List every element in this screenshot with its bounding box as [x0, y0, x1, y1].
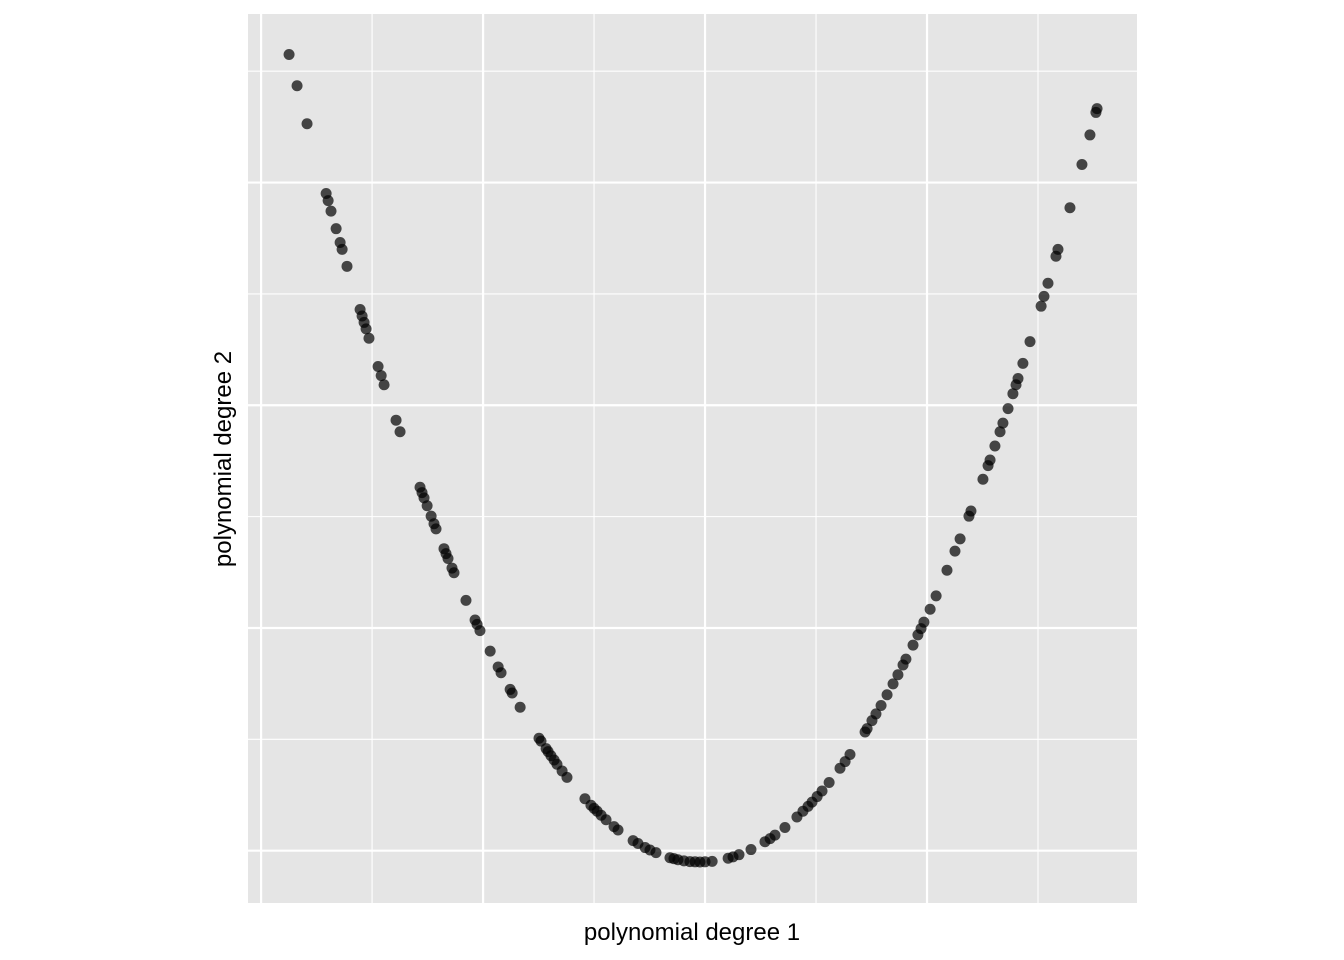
point	[949, 545, 961, 557]
point	[965, 505, 977, 517]
point	[421, 500, 433, 512]
point	[325, 205, 337, 217]
point	[360, 323, 372, 335]
plot-panel	[248, 14, 1137, 903]
point	[892, 669, 904, 681]
point	[745, 844, 757, 856]
point	[930, 590, 942, 602]
point	[984, 454, 996, 466]
point	[372, 361, 384, 373]
point	[363, 332, 375, 344]
point	[506, 687, 518, 699]
point	[375, 370, 387, 382]
point	[1007, 388, 1019, 400]
point	[495, 667, 507, 679]
point	[954, 533, 966, 545]
point	[733, 849, 745, 861]
point	[430, 523, 442, 535]
point	[870, 708, 882, 720]
point	[769, 829, 781, 841]
point	[291, 80, 303, 92]
point	[484, 645, 496, 657]
point	[1035, 300, 1047, 312]
point	[1024, 336, 1036, 348]
point	[378, 379, 390, 391]
point	[442, 552, 454, 564]
point	[977, 473, 989, 485]
point	[1091, 103, 1103, 115]
point	[1084, 129, 1096, 141]
point	[924, 603, 936, 615]
point	[561, 771, 573, 783]
point	[875, 699, 887, 711]
point	[612, 824, 624, 836]
point	[474, 625, 486, 637]
point	[336, 243, 348, 255]
point	[283, 49, 295, 61]
point	[989, 440, 1001, 452]
point	[816, 785, 828, 797]
point	[1002, 403, 1014, 415]
point	[341, 260, 353, 272]
point	[907, 639, 919, 651]
point	[448, 567, 460, 579]
point	[1017, 357, 1029, 369]
point	[1076, 159, 1088, 171]
point	[861, 723, 873, 735]
point	[997, 417, 1009, 429]
x-axis-label: polynomial degree 1	[584, 919, 800, 946]
point	[330, 223, 342, 235]
point	[1012, 373, 1024, 385]
point	[390, 414, 402, 426]
point	[460, 594, 472, 606]
point	[1064, 202, 1076, 214]
point	[1038, 290, 1050, 302]
point	[881, 689, 893, 701]
point	[394, 426, 406, 438]
point	[779, 822, 791, 834]
point	[301, 118, 313, 130]
point	[706, 855, 718, 867]
point	[823, 777, 835, 789]
point	[887, 678, 899, 690]
point	[1042, 277, 1054, 289]
point	[1052, 243, 1064, 255]
point	[600, 814, 612, 826]
point	[941, 564, 953, 576]
point	[514, 701, 526, 713]
point	[900, 653, 912, 665]
point	[650, 847, 662, 859]
point	[322, 195, 334, 207]
point	[994, 426, 1006, 438]
point	[844, 748, 856, 760]
point	[918, 616, 930, 628]
y-axis-label: polynomial degree 2	[210, 351, 237, 567]
